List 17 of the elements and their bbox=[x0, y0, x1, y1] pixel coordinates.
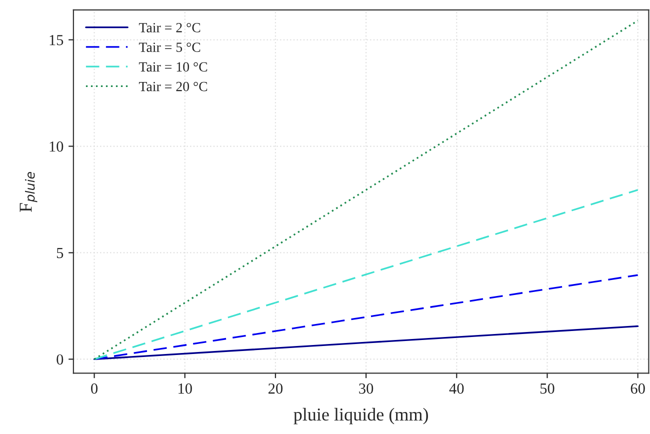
x-tick-label: 50 bbox=[540, 383, 554, 394]
y-tick-label: 0 bbox=[56, 354, 64, 365]
y-tick-label: 10 bbox=[50, 141, 64, 152]
legend-label: Tair = 2 °C bbox=[138, 22, 200, 32]
y-axis-title: F$_{pluie}$ bbox=[20, 172, 38, 212]
y-tick-label: 15 bbox=[50, 35, 64, 46]
y-tick-label: 5 bbox=[56, 248, 64, 258]
x-tick-label: 20 bbox=[268, 383, 283, 394]
legend-label: Tair = 20 °C bbox=[138, 82, 208, 92]
x-tick-label: 30 bbox=[359, 383, 374, 394]
legend-label: Tair = 10 °C bbox=[138, 62, 208, 72]
x-tick-label: 0 bbox=[91, 383, 98, 394]
x-tick-label: 60 bbox=[630, 383, 645, 394]
legend-label: Tair = 5 °C bbox=[138, 42, 200, 52]
x-tick-label: 10 bbox=[178, 383, 192, 394]
x-axis-title: pluie liquide (mm) bbox=[294, 408, 428, 424]
x-tick-label: 40 bbox=[449, 383, 464, 394]
